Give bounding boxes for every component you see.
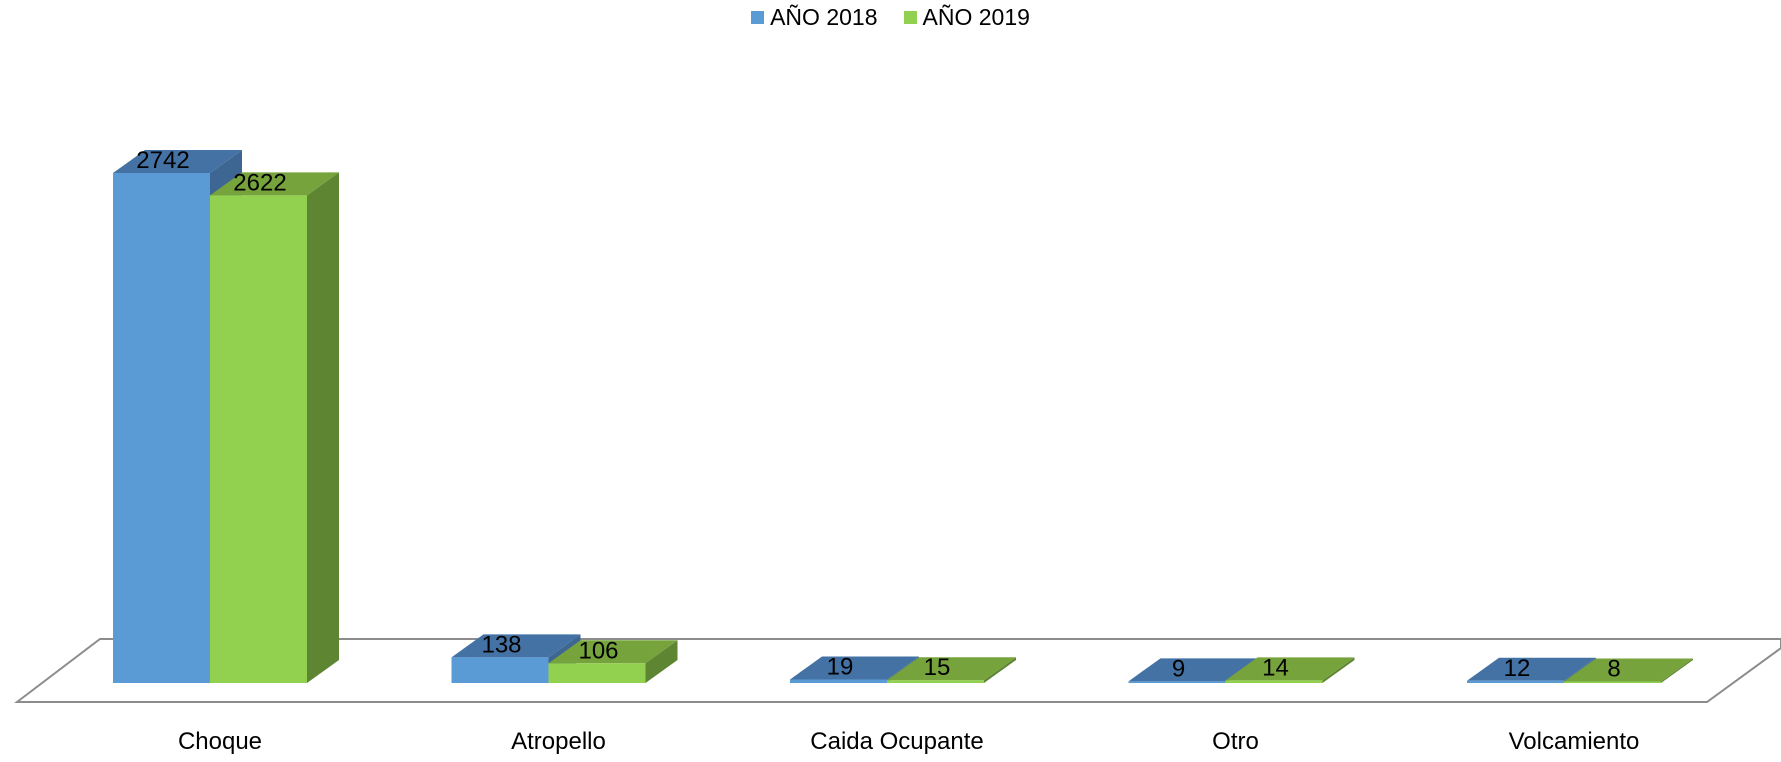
bar-caida-ocupante-2018 — [790, 679, 887, 683]
bar-atropello-2019 — [548, 663, 646, 683]
category-label-choque: Choque — [178, 728, 262, 755]
bar-top-volcamiento-2018 — [1467, 657, 1596, 681]
bar-top-caida-ocupante-2019 — [887, 657, 1016, 681]
bar-side-volcamiento-2019 — [1661, 658, 1693, 683]
bar-volcamiento-2019 — [1564, 681, 1661, 683]
legend-label-2018: AÑO 2018 — [770, 4, 878, 30]
bar-top-choque-2018 — [113, 150, 242, 173]
bar-top-caida-ocupante-2018 — [790, 656, 919, 680]
bar-side-otro-2019 — [1322, 657, 1355, 683]
bar-top-atropello-2018 — [451, 634, 581, 658]
bar-top-volcamiento-2019 — [1564, 658, 1693, 682]
legend-label-2019: AÑO 2019 — [922, 4, 1030, 30]
bar-side-atropello-2019 — [645, 640, 678, 683]
bar-top-choque-2019 — [210, 172, 339, 196]
data-label-choque-2019: 2622 — [233, 169, 286, 196]
category-label-volcamiento: Volcamiento — [1509, 728, 1640, 755]
data-label-caida-ocupante-2018: 19 — [827, 653, 854, 680]
data-label-caida-ocupante-2019: 15 — [924, 654, 951, 681]
category-label-caida-ocupante: Caida Ocupante — [810, 728, 983, 755]
legend-swatch-2019 — [903, 11, 917, 24]
data-label-atropello-2019: 106 — [578, 637, 618, 664]
bar-top-atropello-2019 — [548, 640, 678, 664]
data-label-otro-2018: 9 — [1172, 655, 1185, 682]
bar-volcamiento-2018 — [1467, 680, 1564, 683]
legend-swatch-2018 — [751, 11, 765, 24]
bar-top-otro-2018 — [1128, 658, 1258, 682]
legend-item-2019: AÑO 2019 — [903, 4, 1030, 31]
bar-choque-2018 — [113, 173, 210, 683]
bar-top-otro-2019 — [1225, 657, 1355, 681]
data-label-atropello-2018: 138 — [481, 631, 521, 658]
data-label-volcamiento-2019: 8 — [1607, 656, 1620, 683]
bar-otro-2018 — [1128, 681, 1226, 683]
bar-choque-2019 — [210, 195, 307, 684]
bar-otro-2019 — [1225, 680, 1323, 683]
data-label-choque-2018: 2742 — [136, 147, 189, 174]
bar-caida-ocupante-2019 — [887, 680, 984, 683]
data-label-otro-2019: 14 — [1262, 654, 1289, 681]
bar-side-caida-ocupante-2019 — [984, 657, 1016, 683]
bar-atropello-2018 — [451, 657, 549, 683]
legend-item-2018: AÑO 2018 — [751, 4, 878, 31]
bar-side-choque-2019 — [307, 172, 339, 684]
chart-legend: AÑO 2018 AÑO 2019 — [0, 4, 1781, 31]
data-label-volcamiento-2018: 12 — [1504, 655, 1531, 682]
category-label-atropello: Atropello — [511, 728, 606, 755]
category-label-otro: Otro — [1212, 728, 1259, 755]
